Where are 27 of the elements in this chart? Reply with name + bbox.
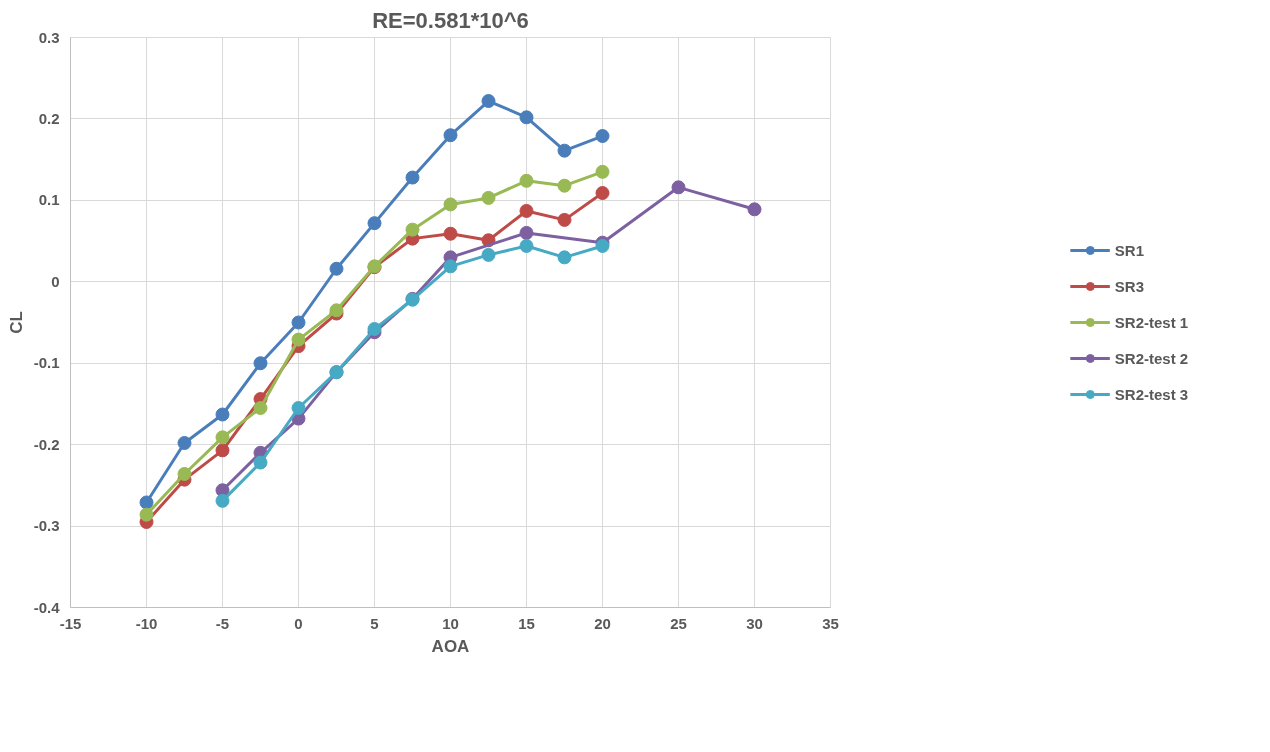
y-axis-title: CL [6,311,26,334]
x-tick-label: 20 [594,614,611,632]
x-tick-label: 35 [822,614,839,632]
x-tick-label: 15 [518,614,535,632]
legend-label: SR2-test 2 [1114,349,1189,367]
y-tick-label: 0.2 [38,109,60,127]
y-tick-label: -0.2 [33,435,60,453]
x-tick-label: -15 [59,614,82,632]
y-tick-label: -0.1 [33,354,60,372]
x-tick-label: 5 [370,614,379,632]
legend-label: SR2-test 3 [1114,385,1189,403]
x-tick-label: 25 [670,614,687,632]
chart-title: RE=0.581*10^6 [372,7,529,33]
x-tick-label: -5 [215,614,230,632]
legend-label: SR3 [1114,277,1145,295]
y-tick-label: 0.3 [38,28,60,46]
y-tick-label: 0.1 [38,191,60,209]
legend-label: SR2-test 1 [1114,313,1189,331]
x-tick-label: 10 [442,614,459,632]
legend-label: SR1 [1114,241,1145,259]
y-tick-label: 0 [51,272,60,290]
y-tick-label: -0.3 [33,517,60,535]
x-tick-label: 30 [746,614,763,632]
x-axis-title: AOA [431,636,470,656]
x-tick-label: -10 [135,614,158,632]
y-tick-label: -0.4 [33,598,61,616]
x-tick-label: 0 [294,614,303,632]
